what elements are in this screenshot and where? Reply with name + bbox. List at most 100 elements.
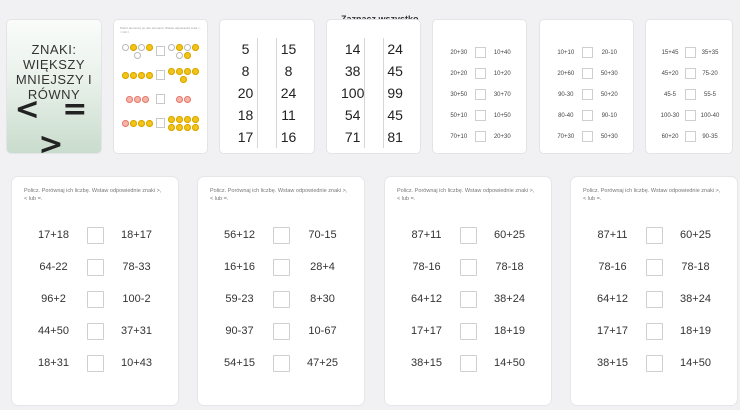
expr-right: 60+25	[494, 229, 525, 241]
answer-box	[582, 131, 593, 142]
expr-right: 100-40	[700, 112, 720, 119]
number-grid: 5 15 8 8 20 24 18 11 17 16	[234, 38, 300, 148]
expr-left: 56+12	[224, 229, 255, 241]
expr-right: 20-10	[601, 49, 617, 56]
expr-right: 8+30	[310, 293, 335, 305]
expr-left: 70+30	[557, 133, 575, 140]
expr-right: 50+30	[600, 70, 618, 77]
num-right: 45	[387, 107, 403, 123]
answer-box[interactable]	[645, 226, 663, 244]
answer-box	[684, 89, 696, 100]
answer-box[interactable]	[272, 258, 290, 276]
expr-left: 30+50	[450, 91, 468, 98]
page-thumb-numbers-1[interactable]: 5 15 8 8 20 24 18 11 17 16	[220, 20, 314, 153]
answer-box	[684, 47, 696, 58]
answer-box[interactable]	[272, 354, 290, 372]
expr-right: 10+40	[493, 49, 511, 56]
expr-left: 17+18	[38, 229, 69, 241]
answer-box[interactable]	[645, 354, 663, 372]
page-thumb-expressions-2[interactable]: 10+10 20-10 20+60 50+30 90-30 50+20 80-40 90…	[540, 20, 633, 153]
answer-box[interactable]	[645, 258, 663, 276]
worksheet-card-4[interactable]: Policz. Porównaj ich liczbę. Wstaw odpow…	[571, 177, 737, 405]
emoji-group-right	[165, 115, 201, 131]
thumb-instruction: Policz elementy po obu stronach. Wstaw o…	[120, 26, 201, 34]
expr-left: 90-37	[225, 325, 254, 337]
expr-right: 30+70	[493, 91, 511, 98]
answer-box[interactable]	[645, 290, 663, 308]
answer-box[interactable]	[272, 226, 290, 244]
page-thumb-expressions-1[interactable]: 20+30 10+40 20+20 10+20 30+50 30+70 50+10 10…	[433, 20, 526, 153]
answer-box[interactable]	[86, 290, 104, 308]
expr-right: 18+19	[494, 325, 525, 337]
expr-right: 14+50	[680, 357, 711, 369]
expr-right: 78-33	[122, 261, 151, 273]
emoji-group-left	[120, 71, 156, 79]
answer-box	[475, 89, 486, 100]
num-left: 14	[344, 41, 361, 57]
expr-left: 87+11	[411, 229, 442, 241]
answer-box[interactable]	[86, 354, 104, 372]
expr-right: 70-15	[308, 229, 337, 241]
worksheet-card-3[interactable]: Policz. Porównaj ich liczbę. Wstaw odpow…	[385, 177, 551, 405]
page-thumb-expressions-3[interactable]: 15+45 35+35 45+20 75-20 45-5 55-5 100-30 100…	[646, 20, 732, 153]
answer-box	[684, 68, 696, 79]
expr-left: 15+45	[661, 49, 679, 56]
expr-right: 78-18	[495, 261, 524, 273]
card-instruction: Policz. Porównaj ich liczbę. Wstaw odpow…	[210, 188, 348, 202]
expr-left: 45+20	[661, 70, 679, 77]
expr-left: 45-5	[663, 91, 676, 98]
answer-box[interactable]	[459, 258, 477, 276]
page-thumb-cover[interactable]: ZNAKI: WIĘKSZY MNIEJSZY I RÓWNY < = >	[7, 20, 101, 153]
answer-box	[475, 131, 486, 142]
expr-left: 20+60	[557, 70, 575, 77]
answer-box[interactable]	[645, 322, 663, 340]
page-thumb-emoji[interactable]: Policz elementy po obu stronach. Wstaw o…	[114, 20, 207, 153]
emoji-row	[120, 42, 201, 60]
answer-box[interactable]	[86, 258, 104, 276]
answer-box[interactable]	[272, 290, 290, 308]
emoji-row	[120, 66, 201, 84]
answer-box	[475, 68, 486, 79]
answer-box[interactable]	[459, 322, 477, 340]
expr-right: 20+30	[493, 133, 511, 140]
num-left: 54	[344, 107, 361, 123]
expr-right: 37+31	[121, 325, 152, 337]
answer-box[interactable]	[459, 226, 477, 244]
num-left: 38	[344, 63, 361, 79]
expr-left: 80-40	[558, 112, 574, 119]
answer-box[interactable]	[86, 322, 104, 340]
emoji-row	[120, 114, 201, 132]
num-left: 17	[237, 129, 254, 145]
answer-box	[155, 46, 166, 56]
page-thumb-numbers-2[interactable]: 14 24 38 45 100 99 54 45 71 81	[327, 20, 420, 153]
expr-left: 70+10	[450, 133, 468, 140]
select-all-tooltip: Zaznacz wszystko	[339, 14, 421, 24]
answer-box[interactable]	[459, 290, 477, 308]
cover-title-line2: MNIEJSZY I RÓWNY	[15, 72, 93, 102]
expr-left: 17+17	[411, 325, 442, 337]
answer-box	[475, 110, 486, 121]
num-left: 8	[241, 63, 250, 79]
worksheet-card-1[interactable]: Policz. Porównaj ich liczbę. Wstaw odpow…	[12, 177, 178, 405]
answer-box[interactable]	[272, 322, 290, 340]
expr-right: 100-2	[122, 293, 151, 305]
answer-box	[582, 47, 593, 58]
num-left: 18	[237, 107, 254, 123]
expression-grid: 15+45 35+35 45+20 75-20 45-5 55-5 100-30 100…	[656, 42, 724, 147]
expr-left: 50+10	[450, 112, 468, 119]
worksheet-card-2[interactable]: Policz. Porównaj ich liczbę. Wstaw odpow…	[198, 177, 364, 405]
comparison-rows: 17+18 18+17 64-22 78-33 96+2 100-2 44+50 37+…	[22, 219, 168, 379]
answer-box	[155, 70, 166, 80]
expr-left: 78-16	[412, 261, 441, 273]
expr-left: 20+20	[450, 70, 468, 77]
expr-right: 55-5	[703, 91, 716, 98]
expr-left: 78-16	[598, 261, 627, 273]
answer-box[interactable]	[86, 226, 104, 244]
emoji-group-right	[165, 43, 201, 59]
expr-left: 90-30	[558, 91, 574, 98]
answer-box[interactable]	[459, 354, 477, 372]
num-left: 5	[241, 41, 250, 57]
expr-left: 64-22	[39, 261, 68, 273]
answer-box	[582, 89, 593, 100]
comparison-rows: 87+11 60+25 78-16 78-18 64+12 38+24 17+17 18…	[581, 219, 727, 379]
